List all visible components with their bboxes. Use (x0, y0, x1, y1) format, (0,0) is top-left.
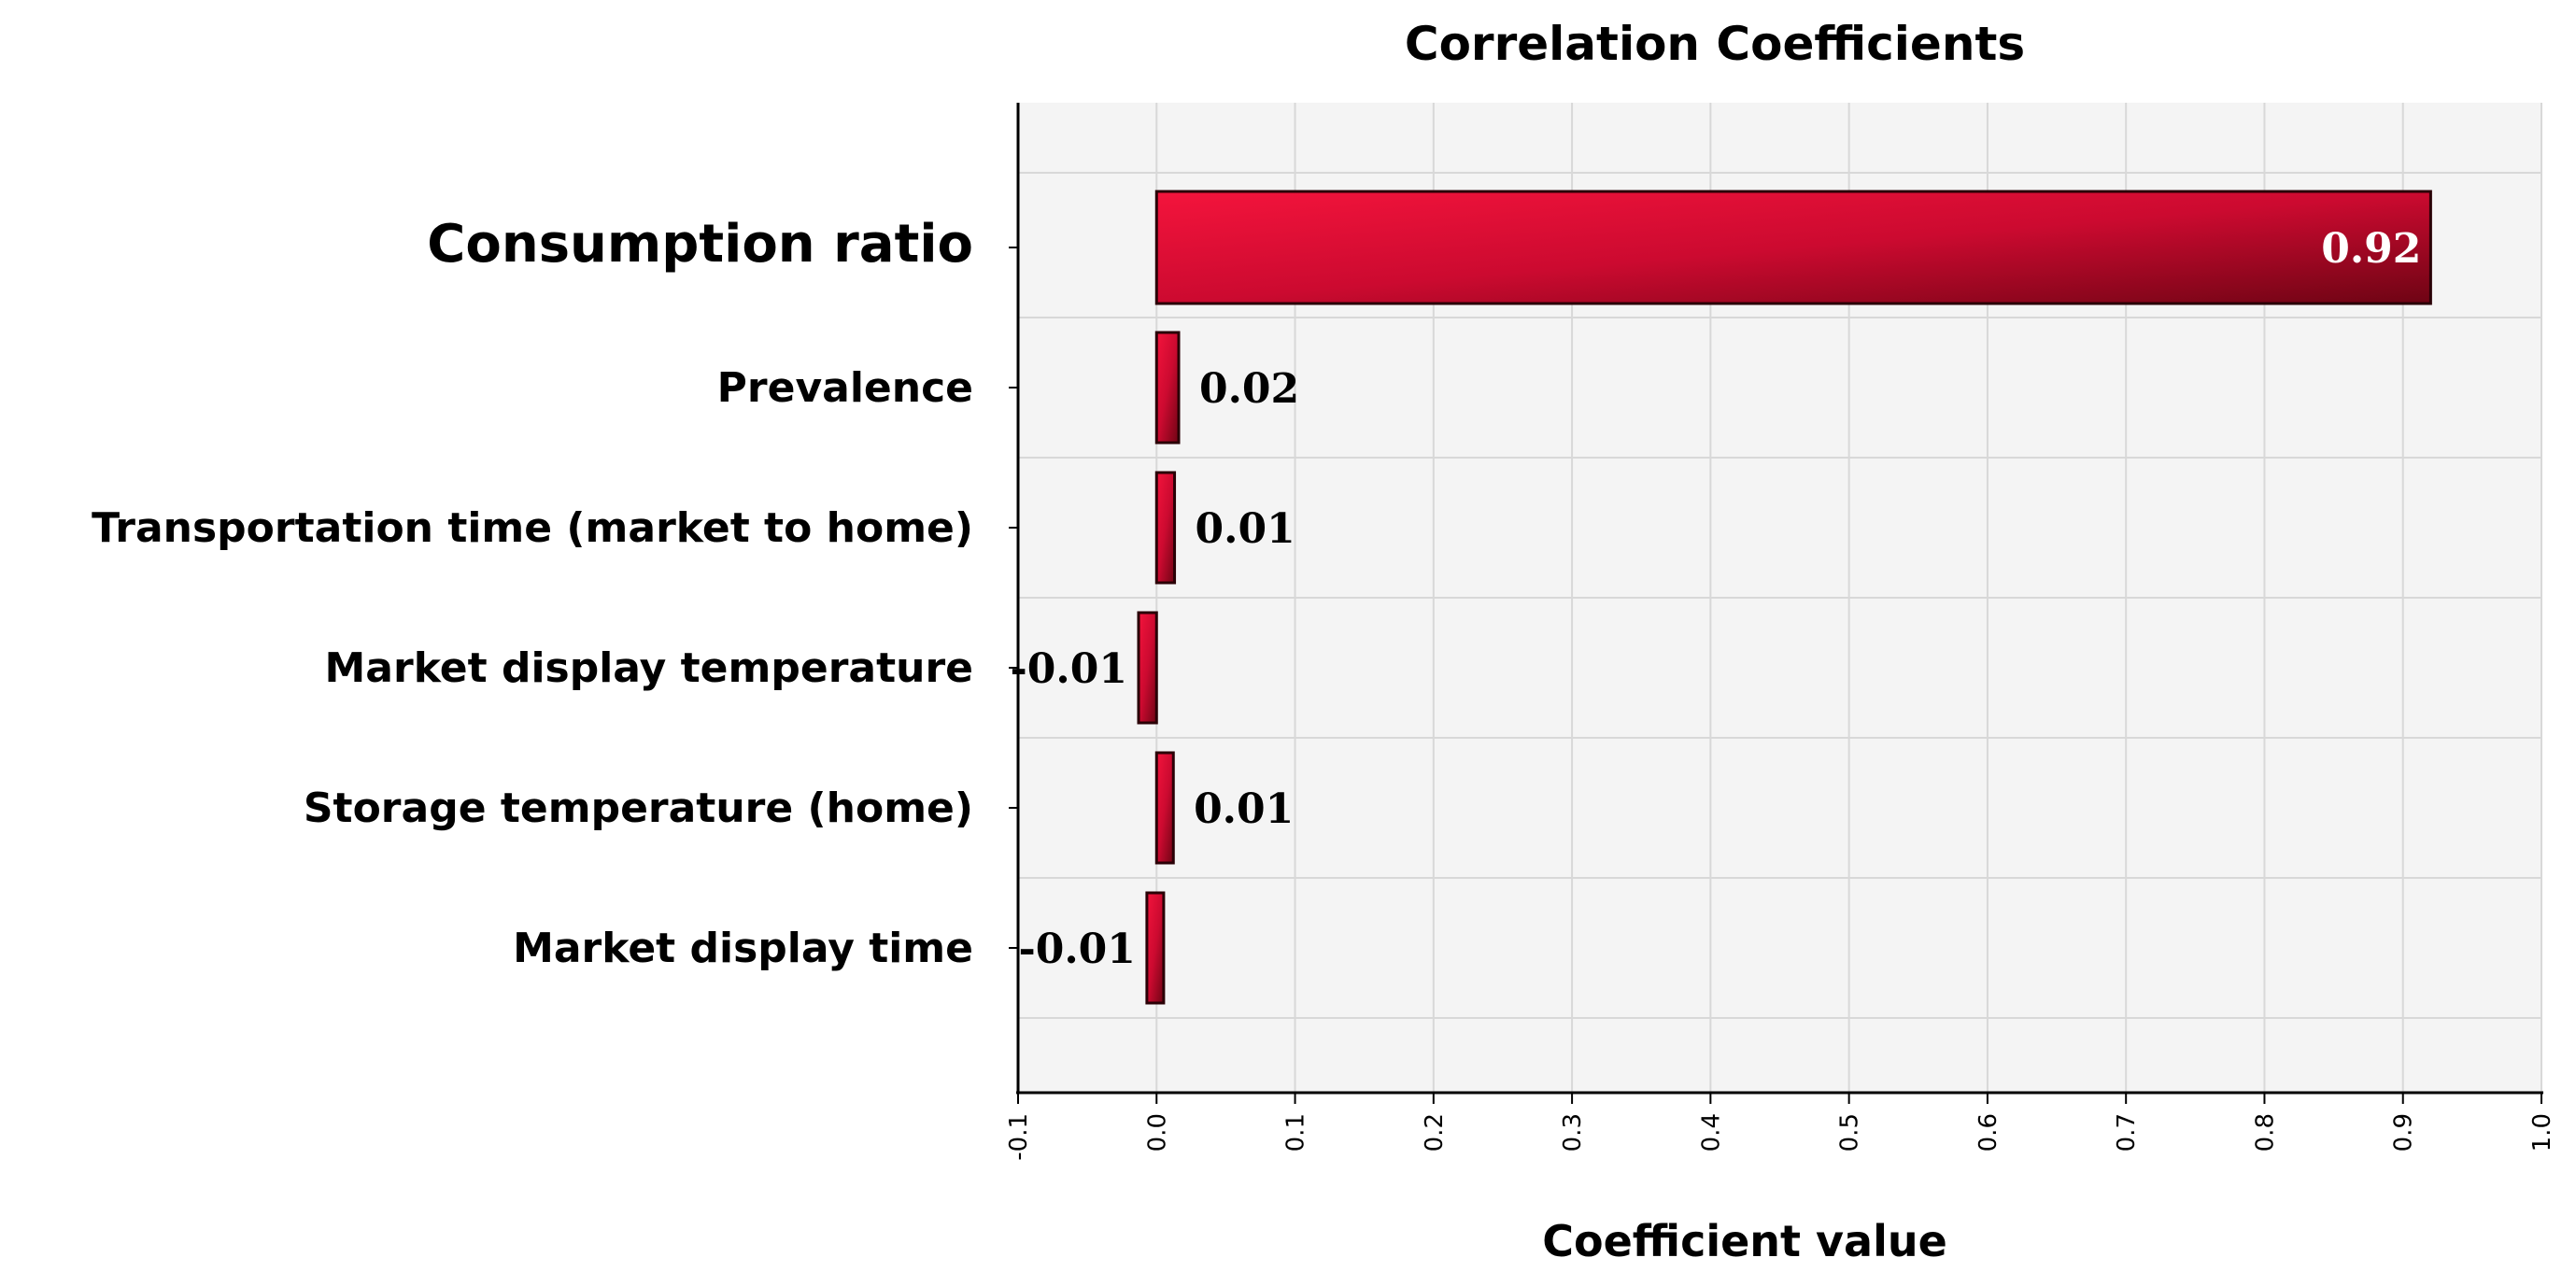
category-label: Storage temperature (home) (304, 784, 973, 832)
category-labels: Consumption ratio Prevalence Transportatio… (92, 214, 973, 972)
x-tick-label: 0.6 (1974, 1113, 2003, 1152)
data-label: 0.92 (2321, 225, 2421, 273)
bar (1154, 190, 2432, 305)
x-tick-label: 0.1 (1282, 1113, 1310, 1152)
x-tick-label: 0.9 (2390, 1113, 2418, 1152)
data-label: 0.01 (1194, 785, 1294, 833)
category-label: Market display temperature (325, 644, 973, 692)
x-tick-label: 1.0 (2528, 1113, 2556, 1152)
x-tick-label: 0.5 (1836, 1113, 1864, 1152)
x-tick-label: 0.0 (1143, 1113, 1171, 1152)
x-tick-label: -0.1 (1005, 1113, 1033, 1161)
bar (1145, 891, 1166, 1005)
x-tick-label: 0.3 (1559, 1113, 1587, 1152)
x-tick-labels: -0.1 0.0 0.1 0.2 0.3 0.4 0.5 0.6 0.7 0.8 0.9 1.0 (1005, 1093, 2556, 1161)
category-label: Consumption ratio (427, 214, 973, 275)
x-tick-label: 0.4 (1697, 1113, 1725, 1152)
category-label: Transportation time (market to home) (92, 504, 973, 552)
bar (1154, 471, 1177, 585)
chart-title: Correlation Coefficients (1405, 17, 2025, 71)
data-label: 0.02 (1199, 365, 1299, 413)
data-label: -0.01 (1018, 926, 1135, 973)
bar (1154, 331, 1181, 445)
bar (1137, 611, 1158, 725)
x-tick-label: 0.2 (1421, 1113, 1449, 1152)
category-label: Market display time (513, 925, 973, 972)
x-tick-label: 0.7 (2113, 1113, 2141, 1152)
data-label: 0.01 (1196, 505, 1295, 553)
data-label: -0.01 (1011, 645, 1127, 693)
x-axis-label: Coefficient value (1542, 1216, 1947, 1266)
bars-group: 0.92 0.02 0.01 -0.01 0.01 -0.01 (1011, 190, 2432, 1005)
category-label: Prevalence (717, 364, 973, 412)
x-tick-label: 0.8 (2251, 1113, 2279, 1152)
bar (1154, 751, 1175, 865)
y-tick-marks (1009, 247, 1018, 949)
